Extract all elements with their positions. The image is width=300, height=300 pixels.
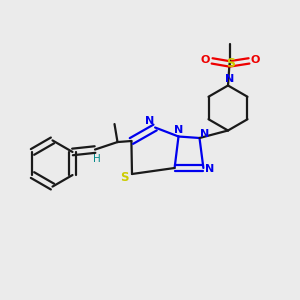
- Text: S: S: [226, 57, 236, 70]
- Text: N: N: [225, 74, 234, 85]
- Text: N: N: [145, 116, 154, 126]
- Text: O: O: [201, 55, 210, 65]
- Text: O: O: [251, 55, 260, 65]
- Text: S: S: [120, 171, 129, 184]
- Text: N: N: [200, 129, 209, 139]
- Text: H: H: [93, 154, 101, 164]
- Text: N: N: [206, 164, 214, 175]
- Text: N: N: [175, 124, 184, 135]
